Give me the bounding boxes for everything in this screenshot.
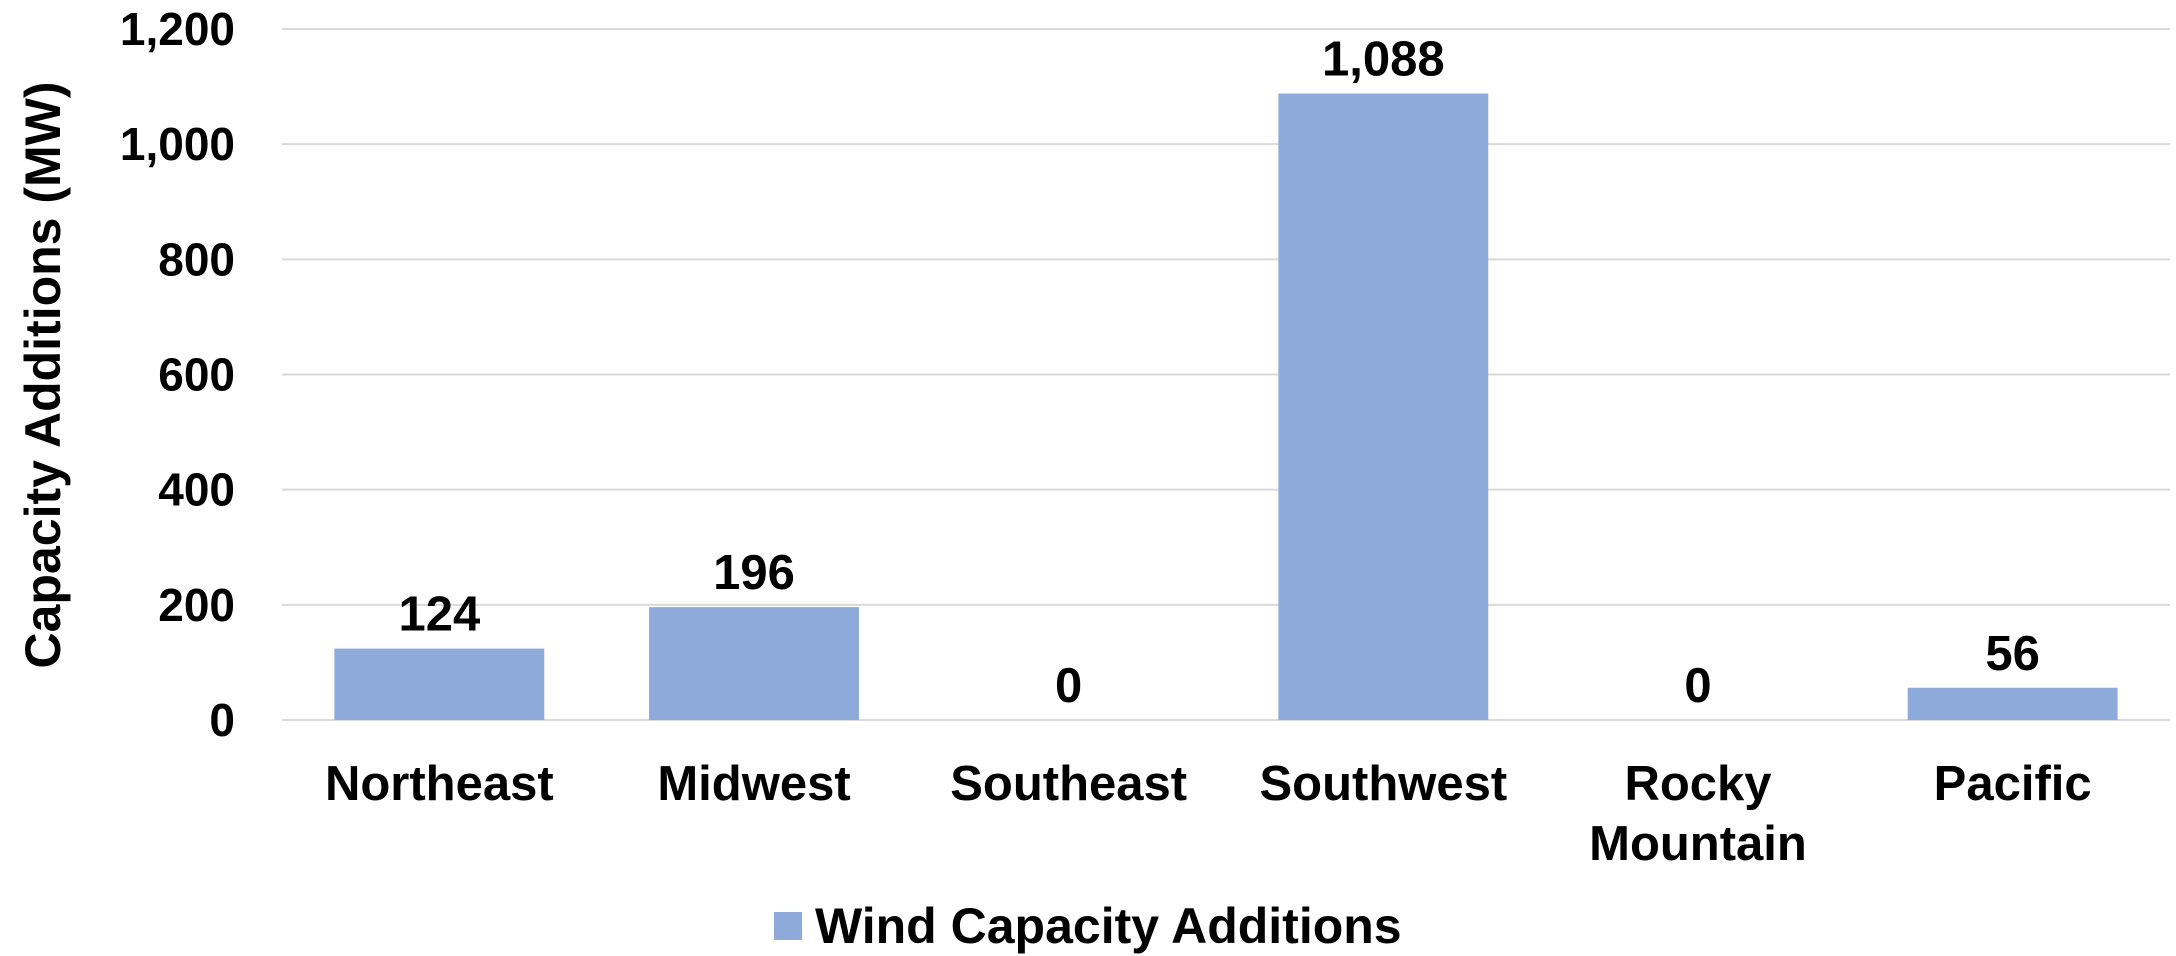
category-label: Northeast — [325, 757, 554, 811]
gridlines — [282, 28, 2170, 721]
y-tick-label: 200 — [158, 579, 235, 631]
y-tick-label: 1,200 — [120, 3, 235, 55]
category-label: Southeast — [950, 757, 1187, 811]
data-label: 1,088 — [1322, 32, 1445, 86]
y-tick-label: 800 — [158, 233, 235, 285]
category-label: Midwest — [657, 757, 850, 811]
category-label: Southwest — [1259, 757, 1507, 811]
bar — [1278, 93, 1489, 720]
data-label: 0 — [1055, 659, 1082, 713]
x-axis-categories: Northeast Midwest Southeast Southwest Rocky M… — [325, 757, 2092, 871]
bar — [1907, 687, 2118, 720]
legend-label: Wind Capacity Additions — [815, 898, 1402, 954]
bar — [334, 648, 545, 720]
y-tick-label: 1,000 — [120, 118, 235, 170]
data-label: 196 — [713, 546, 795, 600]
category-label: Rocky — [1624, 757, 1771, 811]
y-tick-label: 0 — [209, 694, 235, 746]
bars — [334, 93, 2118, 720]
y-axis-ticks: 0 200 400 600 800 1,000 1,200 — [120, 3, 235, 746]
y-tick-label: 600 — [158, 349, 235, 401]
category-label: Mountain — [1589, 817, 1807, 871]
data-label: 56 — [1985, 627, 2040, 681]
bar — [649, 607, 859, 720]
y-axis-title: Capacity Additions (MW) — [15, 81, 71, 668]
category-label: Pacific — [1934, 757, 2092, 811]
legend: Wind Capacity Additions — [774, 898, 1402, 954]
data-label: 0 — [1684, 659, 1711, 713]
data-label: 124 — [398, 588, 480, 642]
y-tick-label: 400 — [158, 464, 235, 516]
legend-swatch — [774, 912, 802, 940]
data-labels: 124 196 0 1,088 0 56 — [398, 32, 2039, 713]
